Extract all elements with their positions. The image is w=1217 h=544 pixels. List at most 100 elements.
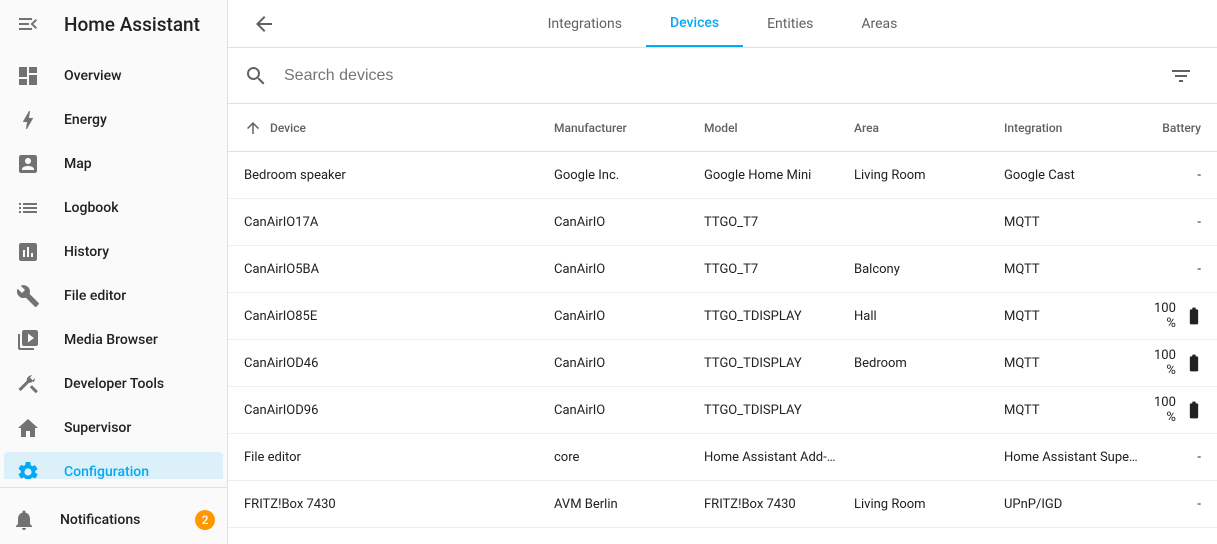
sidebar-item-logbook[interactable]: Logbook: [4, 188, 223, 228]
app-title: Home Assistant: [64, 13, 200, 36]
cell-area: Balcony: [854, 262, 1004, 277]
hammer-icon: [16, 372, 40, 396]
table-row[interactable]: CanAirIO17A CanAirIO TTGO_T7 MQTT -: [228, 199, 1217, 246]
sidebar-item-media-browser[interactable]: Media Browser: [4, 320, 223, 360]
table-row[interactable]: Bedroom speaker Google Inc. Google Home …: [228, 152, 1217, 199]
battery-value: -: [1197, 262, 1201, 277]
cell-manufacturer: CanAirIO: [554, 215, 704, 230]
cell-model: FRITZ!Box 7430: [704, 497, 854, 512]
cell-manufacturer: CanAirIO: [554, 403, 704, 418]
bell-icon: [12, 508, 36, 532]
sidebar-item-label: History: [64, 244, 211, 260]
cell-integration: MQTT: [1004, 215, 1154, 230]
col-header-manufacturer[interactable]: Manufacturer: [554, 121, 704, 135]
sidebar-item-label: Overview: [64, 68, 211, 84]
sidebar-item-notifications[interactable]: Notifications 2: [0, 500, 227, 540]
table-row[interactable]: CanAirIOD96 CanAirIO TTGO_TDISPLAY MQTT …: [228, 387, 1217, 434]
battery-value: 100 %: [1154, 348, 1176, 378]
cell-device: CanAirIOD46: [244, 356, 554, 371]
cell-device: File editor: [244, 450, 554, 465]
col-header-device[interactable]: Device: [244, 119, 554, 137]
cell-battery: -: [1154, 262, 1201, 277]
col-header-model[interactable]: Model: [704, 121, 854, 135]
cell-battery: 100 %: [1154, 395, 1204, 425]
battery-full-icon: [1184, 353, 1204, 373]
menu-toggle-icon[interactable]: [16, 12, 40, 36]
sidebar-item-label: Media Browser: [64, 332, 211, 348]
cell-integration: MQTT: [1004, 403, 1154, 418]
cell-model: Home Assistant Add-…: [704, 450, 854, 465]
sidebar-item-overview[interactable]: Overview: [4, 56, 223, 96]
cell-device: FRITZ!Box 7430: [244, 497, 554, 512]
table-row[interactable]: CanAirIO5BA CanAirIO TTGO_T7 Balcony MQT…: [228, 246, 1217, 293]
sidebar-item-supervisor[interactable]: Supervisor: [4, 408, 223, 448]
cell-model: TTGO_T7: [704, 215, 854, 230]
searchbar: [228, 48, 1217, 104]
cog-icon: [16, 460, 40, 479]
cell-integration: Home Assistant Supe…: [1004, 450, 1154, 465]
sidebar-item-energy[interactable]: Energy: [4, 100, 223, 140]
cell-area: Bedroom: [854, 356, 1004, 371]
tab-entities[interactable]: Entities: [743, 0, 837, 47]
back-button[interactable]: [244, 4, 284, 44]
battery-value: -: [1197, 497, 1201, 512]
battery-value: 100 %: [1154, 301, 1176, 331]
table-row[interactable]: File editor core Home Assistant Add-… Ho…: [228, 434, 1217, 481]
cell-model: Google Home Mini: [704, 168, 854, 183]
cell-model: TTGO_TDISPLAY: [704, 309, 854, 324]
sort-asc-icon: [244, 119, 262, 137]
cell-area: Living Room: [854, 168, 1004, 183]
col-header-integration[interactable]: Integration: [1004, 121, 1154, 135]
cell-device: CanAirIO85E: [244, 309, 554, 324]
sidebar-item-map[interactable]: Map: [4, 144, 223, 184]
wrench-icon: [16, 284, 40, 308]
sidebar-item-label: Configuration: [64, 464, 211, 479]
topbar: IntegrationsDevicesEntitiesAreas: [228, 0, 1217, 48]
battery-value: -: [1197, 215, 1201, 230]
sidebar-item-history[interactable]: History: [4, 232, 223, 272]
sidebar-item-label: Energy: [64, 112, 211, 128]
cell-battery: -: [1154, 215, 1201, 230]
tab-integrations[interactable]: Integrations: [524, 0, 646, 47]
cell-integration: UPnP/IGD: [1004, 497, 1154, 512]
cell-integration: MQTT: [1004, 262, 1154, 277]
table-row[interactable]: CanAirIO85E CanAirIO TTGO_TDISPLAY Hall …: [228, 293, 1217, 340]
list-icon: [16, 196, 40, 220]
ha-icon: [16, 416, 40, 440]
cell-manufacturer: Google Inc.: [554, 168, 704, 183]
sidebar-item-file-editor[interactable]: File editor: [4, 276, 223, 316]
table-row[interactable]: FRITZ!Box 7430 AVM Berlin FRITZ!Box 7430…: [228, 481, 1217, 528]
bolt-icon: [16, 108, 40, 132]
devices-table: Device Manufacturer Model Area Integrati…: [228, 104, 1217, 544]
cell-integration: MQTT: [1004, 309, 1154, 324]
cell-manufacturer: CanAirIO: [554, 356, 704, 371]
table-row[interactable]: CanAirIOD46 CanAirIO TTGO_TDISPLAY Bedro…: [228, 340, 1217, 387]
cell-integration: Google Cast: [1004, 168, 1154, 183]
sidebar: Home Assistant Overview Energy Map Logbook H…: [0, 0, 228, 544]
tab-devices[interactable]: Devices: [646, 0, 743, 47]
sidebar-item-label: Logbook: [64, 200, 211, 216]
account-box-icon: [16, 152, 40, 176]
cell-manufacturer: AVM Berlin: [554, 497, 704, 512]
sidebar-item-label: Developer Tools: [64, 376, 211, 392]
cell-device: CanAirIO17A: [244, 215, 554, 230]
sidebar-item-label: File editor: [64, 288, 211, 304]
cell-area: Hall: [854, 309, 1004, 324]
sidebar-item-developer-tools[interactable]: Developer Tools: [4, 364, 223, 404]
cell-battery: -: [1154, 497, 1201, 512]
tab-areas[interactable]: Areas: [837, 0, 921, 47]
cell-battery: 100 %: [1154, 301, 1204, 331]
sidebar-item-configuration[interactable]: Configuration: [4, 452, 223, 479]
sidebar-divider: [0, 487, 227, 488]
search-input[interactable]: [284, 67, 1161, 85]
table-header: Device Manufacturer Model Area Integrati…: [228, 104, 1217, 152]
cell-model: TTGO_TDISPLAY: [704, 356, 854, 371]
cell-battery: 100 %: [1154, 348, 1204, 378]
cell-manufacturer: core: [554, 450, 704, 465]
col-header-area[interactable]: Area: [854, 121, 1004, 135]
cell-manufacturer: CanAirIO: [554, 262, 704, 277]
filter-icon[interactable]: [1161, 56, 1201, 96]
cell-device: CanAirIOD96: [244, 403, 554, 418]
sidebar-item-label: Notifications: [60, 512, 195, 528]
col-header-battery[interactable]: Battery: [1154, 121, 1201, 135]
